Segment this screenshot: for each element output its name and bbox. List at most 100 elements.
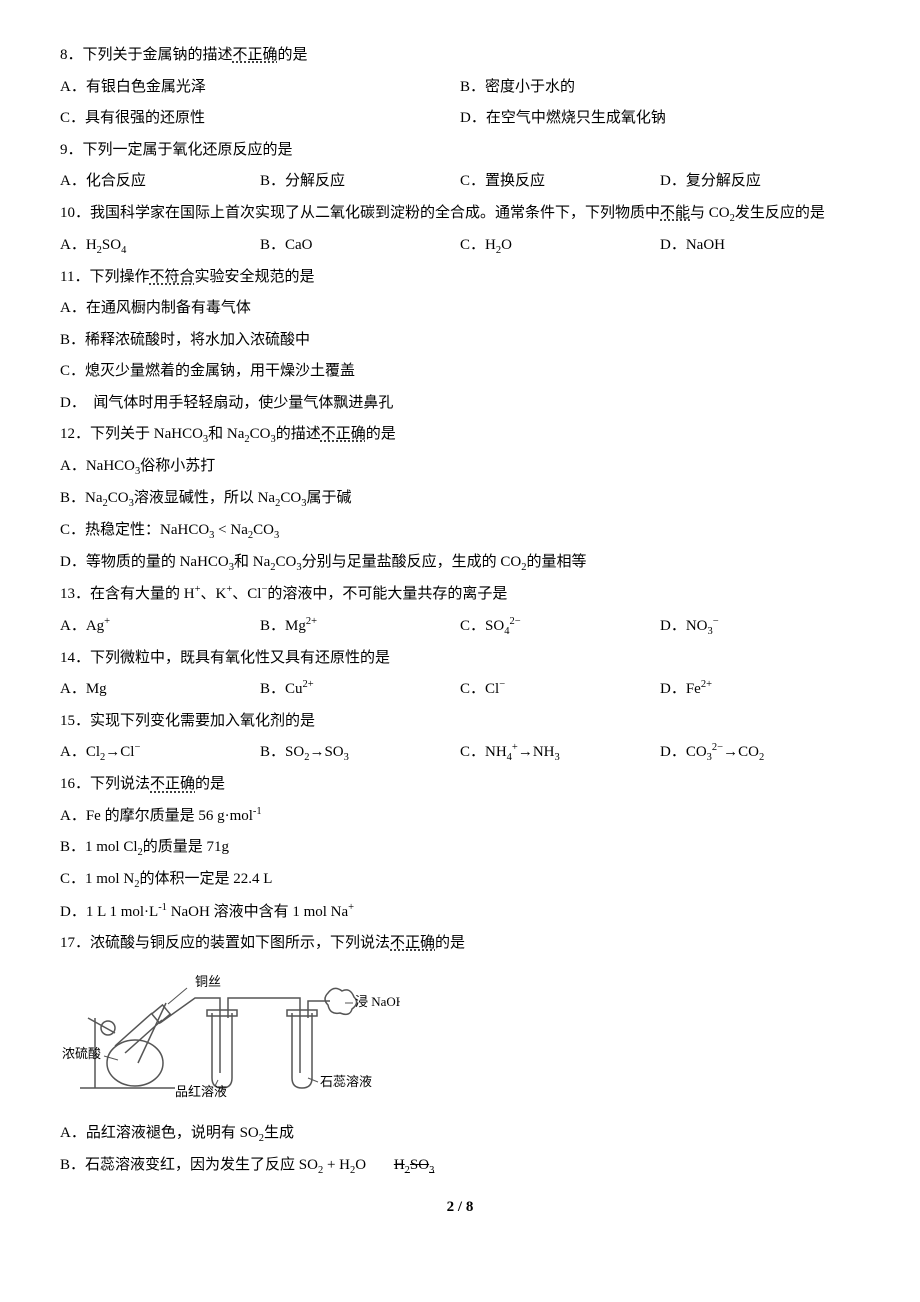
q17-s-c: 的是 <box>435 935 465 951</box>
q10-B: B．CaO <box>260 230 460 262</box>
q15-C: C．NH4+→NH3 <box>460 737 660 769</box>
apparatus-diagram: 铜丝 浸 NaOH 溶液的棉团 浓硫酸 品红溶液 石蕊溶液 <box>60 968 400 1098</box>
q11-stem-c: 实验安全规范的是 <box>194 269 314 285</box>
q14-D-t: D．Fe <box>660 681 701 697</box>
q9-A: A．化合反应 <box>60 166 260 198</box>
q16-C-a: C．1 mol N <box>60 871 134 887</box>
q16-s-b: 不正确 <box>150 776 195 792</box>
q15-A: A．Cl2→Cl− <box>60 737 260 769</box>
q14-stem: 14．下列微粒中，既具有氧化性又具有还原性的是 <box>60 643 860 675</box>
q15-C-b: →NH <box>518 744 555 760</box>
q10-D: D．NaOH <box>660 230 860 262</box>
q12-s-f: 的是 <box>366 426 396 442</box>
q15-opts: A．Cl2→Cl− B．SO2→SO3 C．NH4+→NH3 D．CO32−→C… <box>60 737 860 769</box>
q13-C: C．SO42− <box>460 611 660 643</box>
q12-A-b: 俗称小苏打 <box>140 458 215 474</box>
q17-B-c: O <box>355 1157 366 1173</box>
q15-C-a: C．NH <box>460 744 507 760</box>
q14-C-t: C．Cl <box>460 681 499 697</box>
q12-s-c: CO <box>250 426 271 442</box>
q13-C-sup: 2− <box>509 616 520 627</box>
q13-D-t: D．NO <box>660 618 708 634</box>
q15-B-b: →SO <box>309 744 343 760</box>
q11-stem: 11．下列操作不符合实验安全规范的是 <box>60 262 860 294</box>
q11-stem-b: 不符合 <box>149 269 194 285</box>
q12-s-b: 和 Na <box>208 426 244 442</box>
q8-stem-a: 8．下列关于金属钠的描述 <box>60 47 233 63</box>
q13-D-sub: 3 <box>708 626 713 637</box>
q17-B-b: + H <box>323 1157 350 1173</box>
q13-s-b: 、K <box>201 586 227 602</box>
q12-B-b: CO <box>108 490 129 506</box>
q15-D-s1: 3 <box>707 752 712 763</box>
q10-A: A．H2SO4 <box>60 230 260 262</box>
q16-B: B．1 mol Cl2的质量是 71g <box>60 832 860 864</box>
q8-C: C．具有很强的还原性 <box>60 103 460 135</box>
q14-B-sup: 2+ <box>303 679 314 690</box>
q17-B-e-a: H <box>394 1157 405 1173</box>
q8-D: D．在空气中燃烧只生成氧化钠 <box>460 103 860 135</box>
q17-A-a: A．品红溶液褪色，说明有 SO <box>60 1125 259 1141</box>
label-pinhong: 品红溶液 <box>175 1084 227 1098</box>
q16-A: A．Fe 的摩尔质量是 56 g·mol-1 <box>60 801 860 833</box>
q13-B-t: B．Mg <box>260 618 306 634</box>
q13-s-d: 的溶液中，不可能大量共存的离子是 <box>267 586 507 602</box>
q13-C-t: C．SO <box>460 618 504 634</box>
q9-B: B．分解反应 <box>260 166 460 198</box>
q12-C-b: < Na <box>214 522 247 538</box>
q12-C-c: CO <box>253 522 274 538</box>
q8-stem-c: 的是 <box>278 47 308 63</box>
q16-stem: 16．下列说法不正确的是 <box>60 769 860 801</box>
q11-stem-a: 11．下列操作 <box>60 269 149 285</box>
q15-B-a: B．SO <box>260 744 304 760</box>
q11-B: B．稀释浓硫酸时，将水加入浓硫酸中 <box>60 325 860 357</box>
q15-B: B．SO2→SO3 <box>260 737 460 769</box>
q15-stem: 15．实现下列变化需要加入氧化剂的是 <box>60 706 860 738</box>
q10-stem: 10．我国科学家在国际上首次实现了从二氧化碳到淀粉的全合成。通常条件下，下列物质… <box>60 198 860 230</box>
q15-D-a: D．CO <box>660 744 707 760</box>
q12-B-a: B．Na <box>60 490 103 506</box>
q17-B: B．石蕊溶液变红，因为发生了反应 SO2 + H2O H2SO3 <box>60 1150 860 1182</box>
q12-D-b: 和 Na <box>234 554 270 570</box>
q10-opts: A．H2SO4 B．CaO C．H2O D．NaOH <box>60 230 860 262</box>
q17-B-strike: H2SO3 <box>394 1150 435 1182</box>
q8-row1: A．有银白色金属光泽 B．密度小于水的 <box>60 72 860 104</box>
q13-stem: 13．在含有大量的 H+、K+、Cl−的溶液中，不可能大量共存的离子是 <box>60 579 860 611</box>
q9-D: D．复分解反应 <box>660 166 860 198</box>
q15-D-sup: 2− <box>712 742 723 753</box>
q13-s-a: 13．在含有大量的 H <box>60 586 195 602</box>
q17-s-a: 17．浓硫酸与铜反应的装置如下图所示，下列说法 <box>60 935 390 951</box>
q14-opts: A．Mg B．Cu2+ C．Cl− D．Fe2+ <box>60 674 860 706</box>
q13-C-sub: 4 <box>504 626 509 637</box>
q17-A-b: 生成 <box>264 1125 294 1141</box>
q16-D: D．1 L 1 mol·L-1 NaOH 溶液中含有 1 mol Na+ <box>60 897 860 929</box>
q10-A-sub2: 4 <box>121 245 126 256</box>
q12-B: B．Na2CO3溶液显碱性，所以 Na2CO3属于碱 <box>60 483 860 515</box>
q10-C-1: C．H <box>460 237 496 253</box>
q16-D-a: D．1 L 1 mol·L <box>60 904 158 920</box>
q15-B-s2: 3 <box>344 752 349 763</box>
q16-C: C．1 mol N2的体积一定是 22.4 L <box>60 864 860 896</box>
q13-B: B．Mg2+ <box>260 611 460 643</box>
q11-C: C．熄灭少量燃着的金属钠，用干燥沙土覆盖 <box>60 356 860 388</box>
q8-row2: C．具有很强的还原性 D．在空气中燃烧只生成氧化钠 <box>60 103 860 135</box>
q14-C: C．Cl− <box>460 674 660 706</box>
q13-A-sup: + <box>104 616 110 627</box>
q17-A: A．品红溶液褪色，说明有 SO2生成 <box>60 1118 860 1150</box>
label-copperwire: 铜丝 <box>195 974 221 989</box>
q13-A: A．Ag+ <box>60 611 260 643</box>
q9-opts: A．化合反应 B．分解反应 C．置换反应 D．复分解反应 <box>60 166 860 198</box>
q9-stem: 9．下列一定属于氧化还原反应的是 <box>60 135 860 167</box>
q12-C-a: C．热稳定性：NaHCO <box>60 522 209 538</box>
q15-D-b: →CO <box>723 744 759 760</box>
q12-stem: 12．下列关于 NaHCO3和 Na2CO3的描述不正确的是 <box>60 419 860 451</box>
q12-D-c: CO <box>276 554 297 570</box>
q16-C-b: 的体积一定是 22.4 L <box>139 871 272 887</box>
q12-D: D．等物质的量的 NaHCO3和 Na2CO3分别与足量盐酸反应，生成的 CO2… <box>60 547 860 579</box>
q15-D-s2: 2 <box>759 752 764 763</box>
q15-A-sup: − <box>134 742 140 753</box>
q13-A-t: A．Ag <box>60 618 104 634</box>
q16-D-sup2: + <box>348 902 354 913</box>
q13-opts: A．Ag+ B．Mg2+ C．SO42− D．NO3− <box>60 611 860 643</box>
q12-D-e: 的量相等 <box>526 554 586 570</box>
